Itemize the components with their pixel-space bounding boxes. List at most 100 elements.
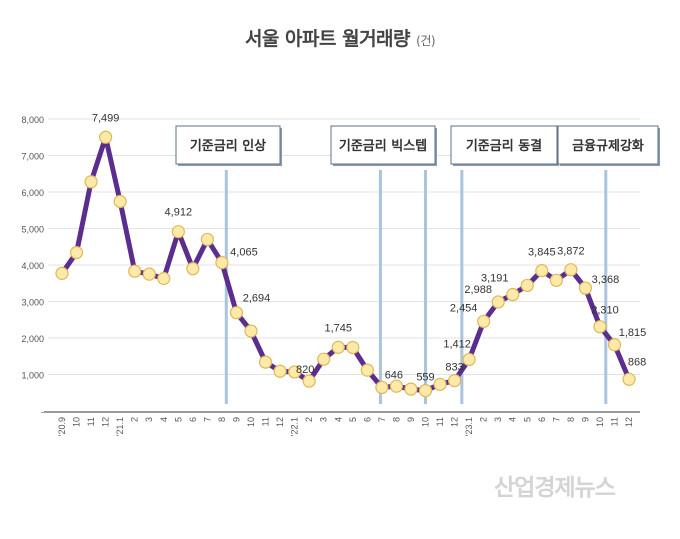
data-point xyxy=(520,278,534,293)
x-tick-label: '22.1 xyxy=(290,417,300,436)
data-point xyxy=(506,287,520,302)
data-label: 3,872 xyxy=(557,246,585,258)
x-tick-label: 8 xyxy=(391,417,401,422)
data-point xyxy=(171,225,185,239)
x-tick-label: 12 xyxy=(275,417,285,427)
series-line xyxy=(59,134,632,394)
x-tick-label: 3 xyxy=(144,417,154,422)
x-tick-label: 10 xyxy=(595,417,605,427)
y-tick-label: - xyxy=(41,407,44,417)
data-point xyxy=(549,273,563,287)
data-point xyxy=(418,383,433,398)
annotation-box xyxy=(557,125,659,165)
x-tick-label: '20.9 xyxy=(57,417,67,436)
y-tick-label: 5,000 xyxy=(21,225,44,235)
y-tick-label: 7,000 xyxy=(21,152,44,162)
x-tick-label: 10 xyxy=(246,417,256,427)
x-tick-label: 4 xyxy=(508,417,518,422)
x-tick-label: 4 xyxy=(159,417,169,422)
y-tick-label: 6,000 xyxy=(21,188,44,198)
x-tick-label: 8 xyxy=(217,417,227,422)
x-tick-label: 11 xyxy=(261,417,271,426)
data-point xyxy=(99,130,113,144)
data-point xyxy=(331,340,345,354)
data-point xyxy=(564,263,578,277)
x-tick-label: 6 xyxy=(188,417,198,422)
data-point xyxy=(157,271,171,286)
x-tick-label: 7 xyxy=(377,417,387,422)
y-tick-label: 3,000 xyxy=(21,298,44,308)
data-label: 1,815 xyxy=(619,327,647,339)
data-label: 7,499 xyxy=(92,112,120,124)
data-point xyxy=(215,256,229,270)
x-tick-label: 5 xyxy=(173,417,183,422)
x-tick-label: 11 xyxy=(610,417,620,426)
x-tick-label: 4 xyxy=(333,417,343,422)
x-tick-label: '21.1 xyxy=(115,417,125,436)
data-point xyxy=(142,267,156,281)
watermark-logo: 산업경제뉴스 xyxy=(494,475,616,501)
x-tick-label: 9 xyxy=(406,417,416,422)
data-point xyxy=(346,340,360,355)
chart-title: 서울 아파트 월거래량 (건) xyxy=(0,24,680,51)
data-point xyxy=(578,281,593,295)
x-tick-label: 8 xyxy=(566,417,576,422)
annotation-label: 기준금리 인상 xyxy=(190,138,266,154)
annotation-label: 기준금리 동결 xyxy=(466,138,542,154)
data-label: 2,988 xyxy=(464,284,492,296)
x-tick-label: 12 xyxy=(450,417,460,427)
y-tick-label: 4,000 xyxy=(21,261,44,271)
data-point xyxy=(302,374,316,388)
data-label: 3,191 xyxy=(481,273,509,285)
x-tick-label: 10 xyxy=(72,417,82,427)
x-tick-label: 2 xyxy=(130,417,140,422)
x-tick-label: 3 xyxy=(319,417,329,422)
data-point xyxy=(360,363,374,377)
data-label: 2,694 xyxy=(243,293,271,305)
y-tick-label: 8,000 xyxy=(21,115,44,125)
data-point xyxy=(128,264,142,278)
annotation-box xyxy=(330,125,436,165)
data-point xyxy=(389,379,404,393)
data-label: 2,310 xyxy=(591,305,619,317)
x-tick-label: 12 xyxy=(101,417,111,427)
data-point xyxy=(462,352,476,367)
data-point xyxy=(447,373,462,388)
data-label: 4,912 xyxy=(165,207,193,219)
annotation-label: 금융규제강화 xyxy=(572,138,644,154)
x-tick-label: 3 xyxy=(493,417,503,422)
data-point xyxy=(55,266,69,280)
x-tick-label: 6 xyxy=(537,417,547,422)
data-point xyxy=(433,377,447,391)
x-tick-label: 9 xyxy=(580,417,590,422)
data-point xyxy=(593,320,607,334)
x-tick-label: 7 xyxy=(551,417,561,422)
x-tick-label: 10 xyxy=(421,417,431,427)
x-tick-label: 7 xyxy=(202,417,212,422)
data-point xyxy=(477,314,491,329)
x-tick-label: 6 xyxy=(362,417,372,422)
x-tick-label: 11 xyxy=(435,417,445,426)
x-tick-label: 9 xyxy=(231,417,241,422)
data-point xyxy=(288,365,302,379)
data-point xyxy=(317,352,331,366)
annotation-box xyxy=(450,125,558,165)
title-text: 서울 아파트 월거래량 xyxy=(244,28,411,50)
data-label: 1,745 xyxy=(324,322,352,334)
data-point xyxy=(113,194,127,209)
data-point xyxy=(622,372,636,386)
data-label: 646 xyxy=(385,369,403,381)
data-point xyxy=(200,232,214,247)
data-point xyxy=(244,324,258,338)
data-point xyxy=(186,262,200,276)
data-point xyxy=(69,245,84,260)
annotation-label: 기준금리 빅스텝 xyxy=(339,138,427,154)
x-tick-label: 5 xyxy=(348,417,358,422)
data-label: 559 xyxy=(416,372,434,384)
data-point xyxy=(273,364,287,378)
data-label: 3,845 xyxy=(528,247,556,259)
data-label: 868 xyxy=(628,356,646,368)
data-label: 820 xyxy=(296,364,314,376)
data-label: 833 xyxy=(445,362,463,374)
